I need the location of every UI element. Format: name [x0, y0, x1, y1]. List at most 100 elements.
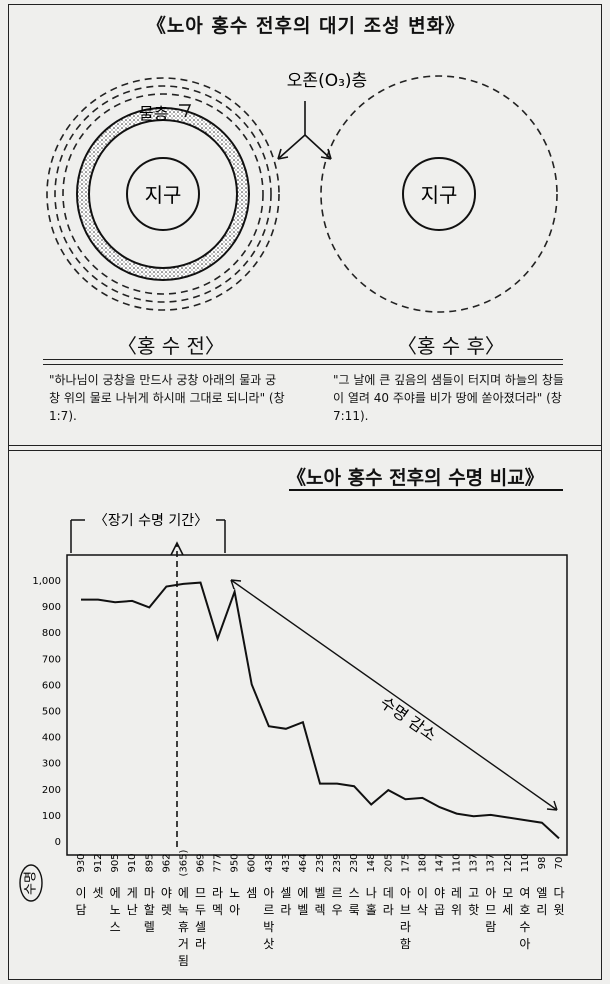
enoch-rapture-arrow — [170, 541, 184, 847]
category-label: 담 — [75, 903, 86, 917]
category-label: 난 — [127, 903, 138, 917]
category-label: 람 — [485, 920, 496, 934]
axis-label-box: 수명 — [19, 864, 43, 902]
category-label: 이 — [75, 886, 86, 900]
category-label: 세 — [502, 903, 513, 917]
quote-rule-bottom — [43, 364, 563, 365]
ozone-ring-inner — [62, 93, 264, 295]
value-label: 180 — [417, 853, 428, 872]
ozone-ring-outer — [46, 77, 280, 311]
category-label: 스 — [110, 920, 121, 934]
y-tick-label: 700 — [42, 654, 61, 665]
earth-label-before: 지구 — [145, 183, 182, 207]
section2-title-underline — [289, 489, 563, 491]
section1-title: 《노아 홍수 전후의 대기 조성 변화》 — [146, 15, 466, 37]
category-label: 고 — [468, 886, 479, 900]
category-label: 아 — [229, 903, 240, 917]
category-label: 야 — [161, 886, 172, 900]
y-tick-label: 100 — [42, 811, 61, 822]
quote-after: "그 날에 큰 깊음의 샘들이 터지며 하늘의 창들이 열려 40 주야를 비가… — [333, 373, 564, 423]
value-label: 930 — [76, 853, 87, 872]
category-label: 호 — [519, 903, 530, 917]
section-divider — [9, 445, 601, 446]
category-label: 할 — [144, 903, 155, 917]
category-label: 브 — [400, 903, 411, 917]
value-label: 110 — [520, 853, 531, 872]
long-life-label: 〈장기 수명 기간〉 — [94, 513, 208, 529]
earth-circle-before — [126, 157, 200, 231]
category-label: 므 — [485, 903, 496, 917]
label-after-flood: 〈홍 수 후〉 — [397, 334, 505, 358]
value-label: 110 — [452, 853, 463, 872]
water-layer-label: 물층 — [139, 104, 168, 123]
plot-area — [66, 554, 568, 856]
y-tick-label: 200 — [42, 785, 61, 796]
value-label: 464 — [298, 853, 309, 872]
category-label: 벨 — [297, 903, 308, 917]
category-label: 다 — [553, 886, 564, 900]
value-label: 239 — [315, 853, 326, 872]
category-label: 여 — [519, 886, 530, 900]
value-label: 147 — [435, 853, 446, 872]
category-label: 벨 — [314, 886, 325, 900]
category-label: 라 — [212, 886, 223, 900]
y-tick-label: 0 — [55, 837, 61, 848]
category-label: 셈 — [246, 886, 257, 900]
value-label: 205 — [383, 853, 394, 872]
category-label: 라 — [383, 903, 394, 917]
category-label: 라 — [400, 920, 411, 934]
section-divider-2 — [9, 450, 601, 451]
category-label: 셀 — [280, 886, 291, 900]
category-label: 휴 — [178, 920, 189, 934]
y-tick-label: 1,000 — [32, 576, 61, 587]
category-label: 렐 — [144, 920, 155, 934]
value-label: 120 — [503, 853, 514, 872]
category-label: 노 — [110, 903, 121, 917]
value-label: 230 — [349, 853, 360, 872]
category-label: 삿 — [263, 937, 274, 951]
decline-label: 수명 감소 — [377, 693, 440, 745]
category-label: 함 — [400, 937, 411, 951]
value-label: 912 — [93, 853, 104, 872]
value-label: 600 — [247, 853, 258, 872]
category-label: 나 — [366, 886, 377, 900]
value-label: 137 — [469, 853, 480, 872]
value-label: 137 — [486, 853, 497, 872]
category-label: 윗 — [553, 902, 564, 917]
quote-rule-top — [43, 359, 563, 360]
category-label: 모 — [502, 886, 513, 900]
ozone-arrow — [277, 101, 332, 160]
category-label: 아 — [519, 937, 530, 951]
value-label: 910 — [127, 853, 138, 872]
label-before-flood: 〈홍 수 전〉 — [117, 334, 225, 358]
category-label: 므 — [195, 886, 206, 900]
category-label: 우 — [332, 903, 343, 917]
y-tick-label: 800 — [42, 628, 61, 639]
earth-circle-after — [402, 157, 476, 231]
category-label: 수 — [519, 920, 530, 934]
category-label: 리 — [536, 903, 547, 917]
category-label: 핫 — [468, 903, 479, 917]
value-label: (365) — [178, 849, 189, 876]
water-layer-ring — [77, 108, 249, 280]
category-label: 엘 — [536, 886, 547, 900]
value-label: 895 — [144, 853, 155, 872]
lifespan-chart: 〈장기 수명 기간〉 1,000900800700600500400300200… — [19, 513, 568, 968]
value-label: 438 — [264, 853, 275, 872]
value-label: 175 — [400, 853, 411, 872]
category-label: 셋 — [93, 886, 104, 900]
ozone-ring-after — [320, 75, 558, 313]
value-label: 98 — [537, 857, 548, 870]
decline-arrow — [230, 579, 558, 811]
water-layer-pointer — [179, 104, 192, 118]
category-label: 렉 — [314, 903, 325, 917]
category-label: 박 — [263, 920, 274, 934]
category-label: 아 — [485, 886, 496, 900]
category-label: 게 — [127, 886, 138, 900]
category-label: 렛 — [161, 903, 172, 917]
category-label: 셀 — [195, 920, 206, 934]
category-label: 에 — [178, 886, 189, 900]
y-tick-label: 300 — [42, 759, 61, 770]
category-label: 거 — [178, 937, 189, 951]
y-tick-label: 900 — [42, 602, 61, 613]
